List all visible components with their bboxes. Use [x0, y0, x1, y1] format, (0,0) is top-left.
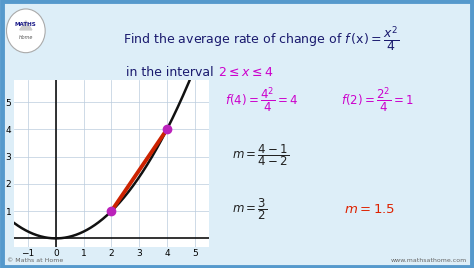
Text: $m = 1.5$: $m = 1.5$ — [344, 203, 395, 215]
Text: $m = \dfrac{3}{2}$: $m = \dfrac{3}{2}$ — [232, 196, 268, 222]
Text: www.mathsathome.com: www.mathsathome.com — [391, 258, 467, 263]
Circle shape — [7, 9, 45, 53]
Text: $f(2) = \dfrac{2^2}{4} = 1$: $f(2) = \dfrac{2^2}{4} = 1$ — [341, 86, 414, 115]
Text: $2 \leq x \leq 4$: $2 \leq x \leq 4$ — [218, 66, 273, 79]
Text: $f(4) = \dfrac{4^2}{4} = 4$: $f(4) = \dfrac{4^2}{4} = 4$ — [225, 86, 298, 115]
Text: MATHS: MATHS — [15, 22, 36, 27]
Text: Home: Home — [18, 35, 33, 40]
Text: in the interval: in the interval — [127, 66, 218, 79]
Text: © Maths at Home: © Maths at Home — [7, 258, 64, 263]
Text: Find the average rate of change of $f\,({\rm x}) = \dfrac{x^2}{4}$: Find the average rate of change of $f\,(… — [123, 24, 399, 54]
Text: $m = \dfrac{4-1}{4-2}$: $m = \dfrac{4-1}{4-2}$ — [232, 143, 290, 168]
Polygon shape — [20, 21, 32, 30]
